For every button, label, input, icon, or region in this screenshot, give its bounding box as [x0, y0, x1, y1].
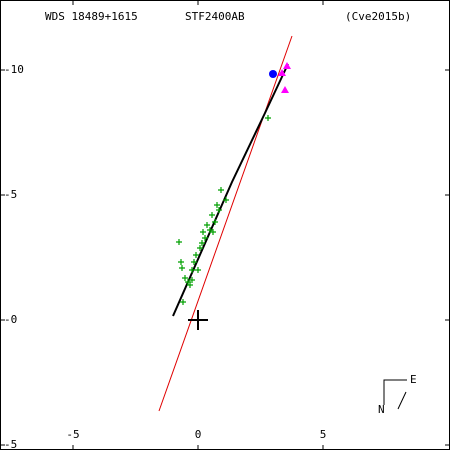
observation	[191, 259, 197, 265]
observation	[179, 265, 185, 271]
compass-axes	[383, 379, 407, 405]
observation	[189, 277, 195, 283]
x-tick-label: 0	[195, 428, 202, 441]
y-tick-label: -5	[4, 188, 17, 201]
observation	[178, 259, 184, 265]
observation	[200, 229, 206, 235]
observation	[218, 187, 224, 193]
compass-north: N	[378, 403, 385, 416]
triangle-point	[278, 69, 286, 76]
observation	[216, 207, 222, 213]
observation	[204, 222, 210, 228]
compass: E N	[378, 373, 417, 416]
chart-subtitle: STF2400AB	[185, 10, 245, 23]
observation	[212, 219, 218, 225]
triangle-point	[281, 86, 289, 93]
observation	[202, 235, 208, 241]
observation	[176, 239, 182, 245]
observation	[265, 115, 271, 121]
x-tick-label: -5	[66, 428, 79, 441]
orbit-line	[158, 35, 293, 412]
compass-east: E	[410, 373, 417, 386]
observation	[210, 229, 216, 235]
observation	[182, 275, 188, 281]
observation	[187, 282, 193, 288]
compass-arrow	[397, 391, 407, 410]
y-tick-label: -5	[4, 438, 17, 450]
orbit-line	[172, 63, 289, 317]
observation	[209, 212, 215, 218]
y-tick-label: -0	[4, 313, 17, 326]
observation	[223, 197, 229, 203]
point	[269, 70, 277, 78]
y-tick-label: -10	[4, 63, 24, 76]
observation	[180, 299, 186, 305]
observation	[214, 202, 220, 208]
chart-title: WDS 18489+1615	[45, 10, 138, 23]
observation	[195, 267, 201, 273]
observation	[193, 252, 199, 258]
primary-star	[188, 310, 208, 330]
observation	[197, 245, 203, 251]
observation	[189, 267, 195, 273]
x-tick-label: 5	[320, 428, 327, 441]
triangle-point	[283, 62, 291, 69]
annotation: (Cve2015b)	[345, 10, 411, 23]
observation	[199, 240, 205, 246]
